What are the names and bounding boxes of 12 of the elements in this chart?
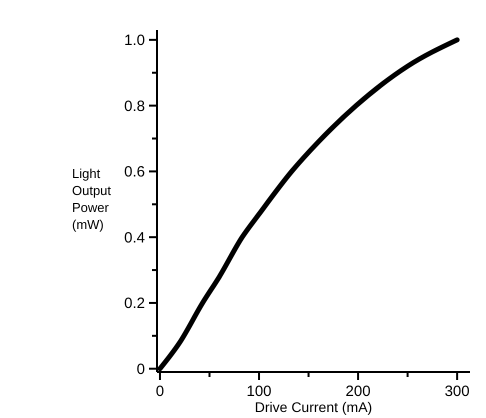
y-tick-label: 0.4	[124, 229, 145, 246]
x-tick-label: 100	[246, 383, 272, 400]
x-axis-title: Drive Current (mA)	[254, 399, 372, 415]
x-tick-label: 300	[444, 383, 470, 400]
y-tick-label: 0.6	[124, 164, 145, 181]
y-tick-label: 0	[136, 360, 145, 378]
x-tick-label: 0	[156, 383, 164, 400]
y-tick-label: 1.0	[124, 32, 145, 50]
y-axis-title: Light Output Power (mW)	[72, 166, 112, 232]
y-tick-label: 0.2	[124, 295, 145, 312]
x-tick-label: 200	[346, 383, 371, 400]
y-tick-label: 0.8	[124, 98, 145, 115]
